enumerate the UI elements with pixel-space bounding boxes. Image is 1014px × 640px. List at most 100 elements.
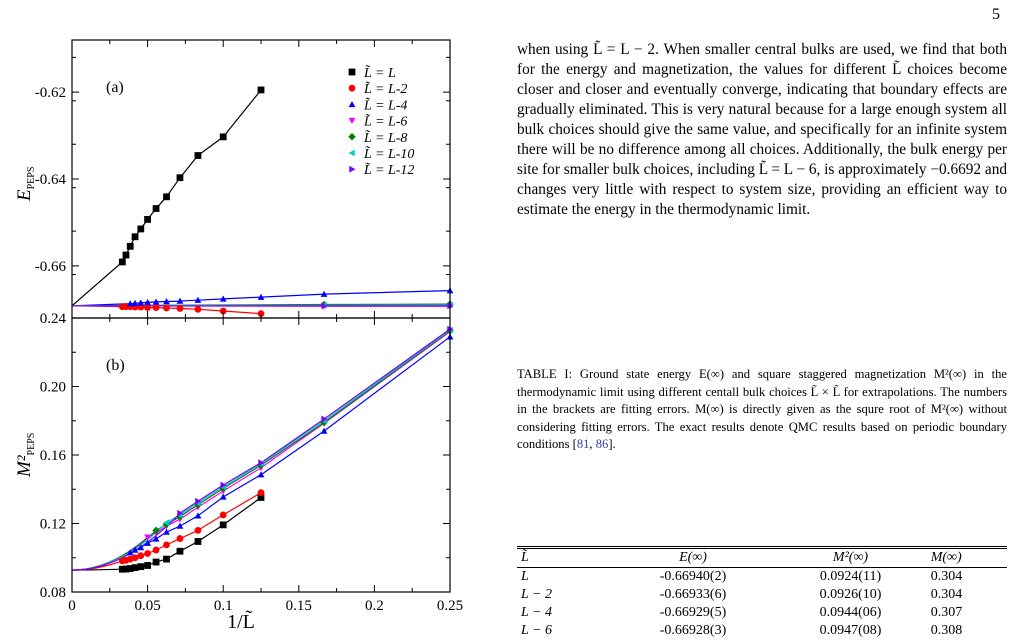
table-cell: L: [521, 569, 529, 584]
legend-marker-l-l-8: [348, 133, 356, 141]
panel-a-point-l-l-4: [219, 295, 227, 302]
panel-b-point-l-l-12: [195, 497, 202, 505]
panel-a-y-tick-label: -0.66: [35, 259, 67, 275]
table-cell: -0.66940(2): [659, 569, 727, 584]
panel-b-point-l-l-4: [320, 427, 328, 434]
panel-a-point-l-l-4: [257, 293, 265, 300]
panel-b-point-l-l: [219, 521, 227, 529]
panel-b-point-l-l: [137, 563, 145, 571]
panel-b-point-l-l-6: [144, 534, 151, 541]
panel-a-point-l-l-4: [163, 298, 170, 305]
legend-marker-l-l-2: [348, 84, 356, 92]
panel-b-point-l-l-2: [144, 550, 152, 557]
panel-b-point-l-l-12: [321, 415, 328, 423]
panel-b-point-l-l-4: [137, 544, 145, 551]
legend-marker-l-l-10: [348, 149, 355, 157]
panel-b-line-l-l-10: [71, 329, 451, 571]
panel-b-point-l-l: [257, 494, 265, 501]
panel-a-point-l-l-4: [131, 299, 139, 306]
panel-b-line-l-l-6: [71, 331, 451, 571]
panel-a-point-l-l-2: [144, 304, 152, 311]
table-header-cell: M(∞): [930, 550, 962, 565]
panel-b-x-tick-label: 0.2: [365, 598, 384, 614]
legend-entry-l-l-2: L̃ = L-2: [363, 81, 407, 97]
panel-a-y-tick-label: -0.64: [35, 172, 67, 188]
legend-entry-l-l-12: L̃ = L-12: [363, 162, 414, 178]
panel-a-point-l-l: [194, 152, 202, 159]
panel-a-point-l-l-2: [257, 310, 265, 318]
table-cell: 0.0924(11): [819, 569, 882, 584]
table-header-cell: E(∞): [679, 550, 707, 565]
panel-a-point-l-l-4: [320, 290, 328, 297]
panel-a-point-l-l: [131, 233, 139, 241]
panel-b-point-l-l: [176, 547, 184, 555]
citation-link-81[interactable]: 81: [576, 437, 590, 452]
legend-entry-l-l-8: L̃ = L-8: [363, 130, 407, 146]
table-row: L − 2 -0.66933(6) 0.0926(10) 0.304: [517, 586, 1007, 604]
table-cell: 0.0926(10): [819, 587, 882, 602]
panel-b-point-l-l-2: [176, 535, 184, 542]
panel-b-point-l-l-12: [177, 509, 184, 517]
panel-a-point-l-l-2: [118, 303, 126, 311]
panel-b-x-tick-label: 0.15: [286, 598, 312, 614]
panel-b-point-l-l: [163, 555, 170, 563]
panel-b-y-tick-label: 0.20: [40, 380, 66, 396]
legend-entry-l-l-4: L̃ = L-4: [363, 97, 407, 113]
panel-a-y-axis-label: EPEPS: [14, 167, 37, 202]
panel-a-point-l-l-4: [176, 297, 184, 304]
caption-separator: ,: [589, 437, 596, 452]
panel-b-point-l-l-2: [137, 552, 145, 560]
panel-a-point-l-l: [176, 174, 184, 182]
panel-b-point-l-l: [194, 538, 202, 545]
table-cell: 0.0944(06): [819, 605, 882, 620]
table-header-cell: M²(∞): [832, 550, 869, 565]
panel-a-point-l-l-2: [163, 304, 170, 312]
panel-b-point-l-l: [131, 564, 139, 572]
legend-marker-l-l: [348, 68, 356, 76]
legend-marker-l-l-4: [348, 101, 356, 108]
table-cell: 0.304: [930, 569, 963, 584]
panel-a-point-l-l-4: [137, 299, 145, 306]
panel-b-point-l-l-2: [152, 546, 160, 554]
panel-a-point-l-l-4: [194, 296, 202, 303]
table-cell: 0.304: [930, 587, 963, 602]
legend-marker-l-l-12: [349, 165, 356, 173]
panel-a-point-l-l: [137, 225, 145, 233]
page-number: 5: [992, 6, 1000, 23]
table-cell: -0.66929(5): [659, 605, 727, 620]
legend-entry-l-l-10: L̃ = L-10: [363, 146, 414, 162]
panel-a-point-l-l: [163, 193, 170, 201]
panel-b-point-l-l-4: [152, 535, 160, 542]
panel-a-point-l-l: [144, 215, 151, 223]
panel-b-x-axis-label: 1/L̃: [227, 609, 255, 633]
panel-b-point-l-l-10: [163, 519, 170, 527]
legend-marker-l-l-6: [348, 117, 356, 124]
panel-b-x-tick-label: 0.1: [214, 598, 233, 614]
caption-text: TABLE I: Ground state energy E(∞) and sq…: [517, 367, 1007, 452]
panel-b-point-l-l-4: [257, 471, 265, 478]
table-cell: -0.66933(6): [659, 587, 727, 602]
panel-b-point-l-l-2: [163, 541, 170, 549]
panel-a-point-l-l: [126, 242, 134, 250]
panel-b-point-l-l-4: [219, 493, 227, 500]
panel-b-line-l-l-12: [71, 328, 451, 571]
panel-a-point-l-l-4: [144, 298, 151, 306]
panel-a-point-l-l: [257, 86, 265, 94]
panel-a-y-tick-label: -0.62: [35, 85, 66, 101]
panel-b-point-l-l-4: [144, 539, 151, 546]
citation-link-86[interactable]: 86: [595, 437, 609, 452]
panel-b-point-l-l-2: [257, 489, 265, 497]
panel-a-label: (a): [106, 79, 124, 96]
panel-a-point-l-l-2: [194, 305, 202, 313]
panel-b-x-tick-label: 0.25: [437, 598, 463, 614]
panel-b-point-l-l: [144, 562, 151, 569]
panel-b-point-l-l-4: [163, 528, 170, 535]
panel-b-point-l-l-4: [176, 522, 184, 529]
panel-a-point-l-l: [118, 258, 126, 266]
panel-b-point-l-l-4: [126, 549, 134, 556]
table-caption: TABLE I: Ground state energy E(∞) and sq…: [517, 366, 1007, 454]
panel-b-y-axis-label: M²PEPS: [14, 433, 37, 478]
panel-b-x-tick-label: 0.05: [134, 598, 160, 614]
legend-entry-l-l: L̃ = L: [363, 65, 396, 81]
